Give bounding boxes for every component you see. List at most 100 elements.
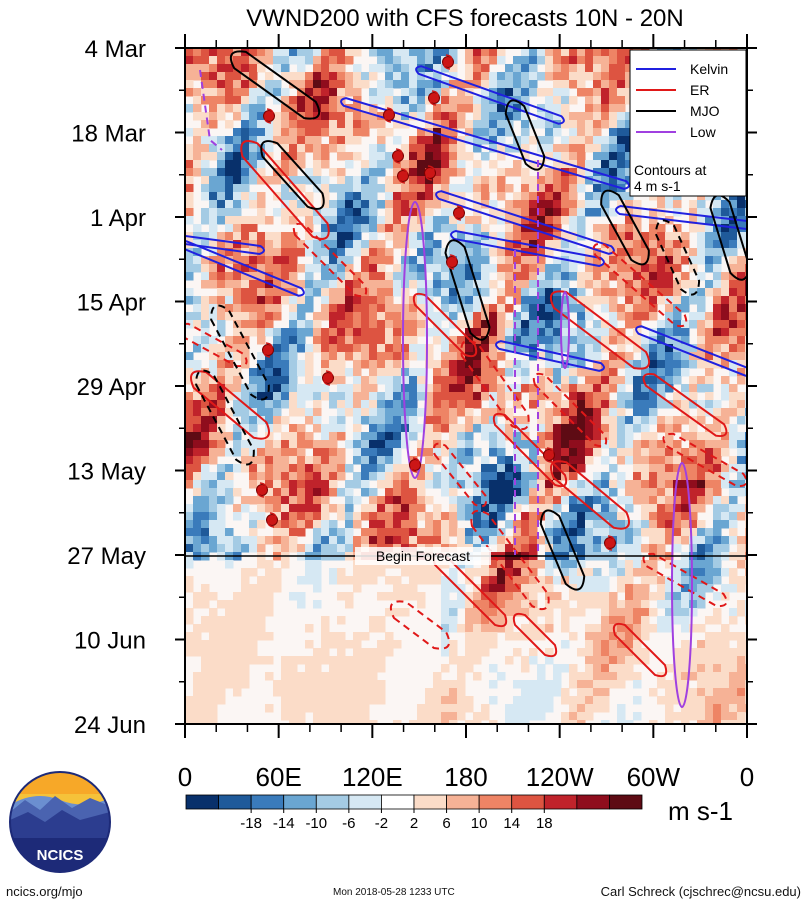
heat-cell [505, 280, 514, 289]
heat-cell [497, 368, 506, 377]
heat-cell [577, 696, 586, 705]
heat-cell [513, 312, 522, 321]
heat-cell [289, 248, 298, 257]
heat-cell [521, 456, 530, 465]
heat-cell [377, 184, 386, 193]
heat-cell [505, 576, 514, 585]
heat-cell [281, 88, 290, 97]
heat-cell [289, 472, 298, 481]
heat-cell [457, 272, 466, 281]
heat-cell [297, 176, 306, 185]
heat-cell [521, 696, 530, 705]
heat-cell [633, 360, 642, 369]
heat-cell [585, 480, 594, 489]
heat-cell [569, 200, 578, 209]
heat-cell [337, 56, 346, 65]
heat-cell [377, 640, 386, 649]
heat-cell [713, 608, 722, 617]
heat-cell [233, 336, 242, 345]
heat-cell [361, 720, 370, 724]
heat-cell [233, 264, 242, 273]
heat-cell [577, 368, 586, 377]
heat-cell [665, 336, 674, 345]
heat-cell [193, 688, 202, 697]
heat-cell [617, 224, 626, 233]
heat-cell [497, 352, 506, 361]
heat-cell [345, 320, 354, 329]
heat-cell [417, 408, 426, 417]
heat-cell [329, 520, 338, 529]
heat-cell [617, 344, 626, 353]
heat-cell [353, 424, 362, 433]
heat-cell [633, 368, 642, 377]
heat-cell [593, 320, 602, 329]
heat-cell [305, 576, 314, 585]
heat-cell [729, 488, 738, 497]
heat-cell [305, 464, 314, 473]
heat-cell [289, 144, 298, 153]
heat-cell [593, 184, 602, 193]
heat-cell [409, 376, 418, 385]
heat-cell [193, 168, 202, 177]
heat-cell [601, 64, 610, 73]
heat-cell [617, 272, 626, 281]
heat-cell [569, 504, 578, 513]
heat-cell [681, 664, 690, 673]
heat-cell [265, 312, 274, 321]
heat-cell [345, 88, 354, 97]
heat-cell [553, 272, 562, 281]
heat-cell [217, 688, 226, 697]
heat-cell [729, 200, 738, 209]
heat-cell [441, 624, 450, 633]
heat-cell [481, 120, 490, 129]
heat-cell [465, 512, 474, 521]
heat-cell [497, 488, 506, 497]
heat-cell [665, 320, 674, 329]
heat-cell [249, 640, 258, 649]
heat-cell [641, 392, 650, 401]
heat-cell [417, 392, 426, 401]
heat-cell [545, 88, 554, 97]
heat-cell [401, 224, 410, 233]
heat-cell [473, 104, 482, 113]
heat-cell [209, 512, 218, 521]
heat-cell [641, 496, 650, 505]
heat-cell [257, 608, 266, 617]
heat-cell [489, 264, 498, 273]
heat-cell [529, 328, 538, 337]
heat-cell [537, 216, 546, 225]
heat-cell [337, 192, 346, 201]
heat-cell [497, 136, 506, 145]
heat-cell [657, 696, 666, 705]
heat-cell [337, 152, 346, 161]
heat-cell [441, 88, 450, 97]
heat-cell [417, 424, 426, 433]
heat-cell [705, 560, 714, 569]
heat-cell [537, 712, 546, 721]
heat-cell [545, 96, 554, 105]
heat-cell [193, 528, 202, 537]
heat-cell [241, 224, 250, 233]
heat-cell [201, 72, 210, 81]
heat-cell [593, 120, 602, 129]
heat-cell [697, 656, 706, 665]
heat-cell [569, 168, 578, 177]
heat-cell [617, 616, 626, 625]
heat-cell [529, 656, 538, 665]
heat-cell [513, 64, 522, 73]
storm-marker-arm [445, 54, 453, 63]
heat-cell [369, 512, 378, 521]
heat-cell [377, 248, 386, 257]
heat-cell [705, 424, 714, 433]
heat-cell [577, 280, 586, 289]
heat-cell [465, 224, 474, 233]
heat-cell [409, 328, 418, 337]
heat-cell [553, 104, 562, 113]
heat-cell [601, 656, 610, 665]
heat-cell [561, 56, 570, 65]
heat-cell [305, 512, 314, 521]
heat-cell [449, 160, 458, 169]
heat-cell [185, 520, 194, 529]
heat-cell [329, 320, 338, 329]
heat-cell [201, 152, 210, 161]
